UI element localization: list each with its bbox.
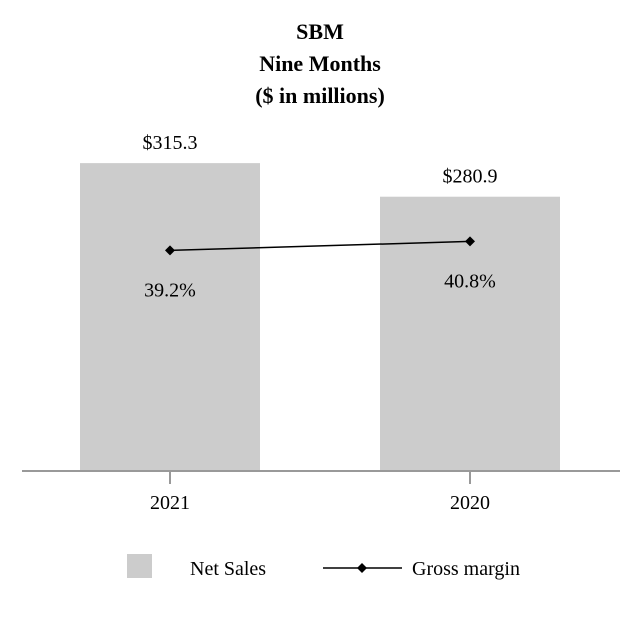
bar-value-label-2021: $315.3 — [143, 132, 198, 154]
x-tick-label-2020: 2020 — [450, 492, 490, 514]
legend-gross-margin-label: Gross margin — [412, 558, 520, 580]
gross-margin-marker-2021 — [165, 245, 175, 256]
chart-title-line-2: Nine Months — [259, 51, 381, 76]
x-tick-label-2021: 2021 — [150, 492, 190, 514]
gross-margin-label-2020: 40.8% — [444, 270, 496, 292]
legend-net-sales-swatch — [127, 554, 152, 578]
legend-gross-margin-marker — [357, 563, 367, 573]
bar-2021 — [80, 163, 260, 471]
gross-margin-marker-2020 — [465, 236, 475, 247]
chart-title-line-3: ($ in millions) — [255, 83, 385, 108]
gross-margin-label-2021: 39.2% — [144, 279, 196, 301]
chart-title-line-1: SBM — [296, 19, 344, 44]
gross-margin-line — [169, 240, 471, 252]
legend-net-sales-label: Net Sales — [190, 558, 266, 580]
bar-value-label-2020: $280.9 — [443, 166, 498, 188]
